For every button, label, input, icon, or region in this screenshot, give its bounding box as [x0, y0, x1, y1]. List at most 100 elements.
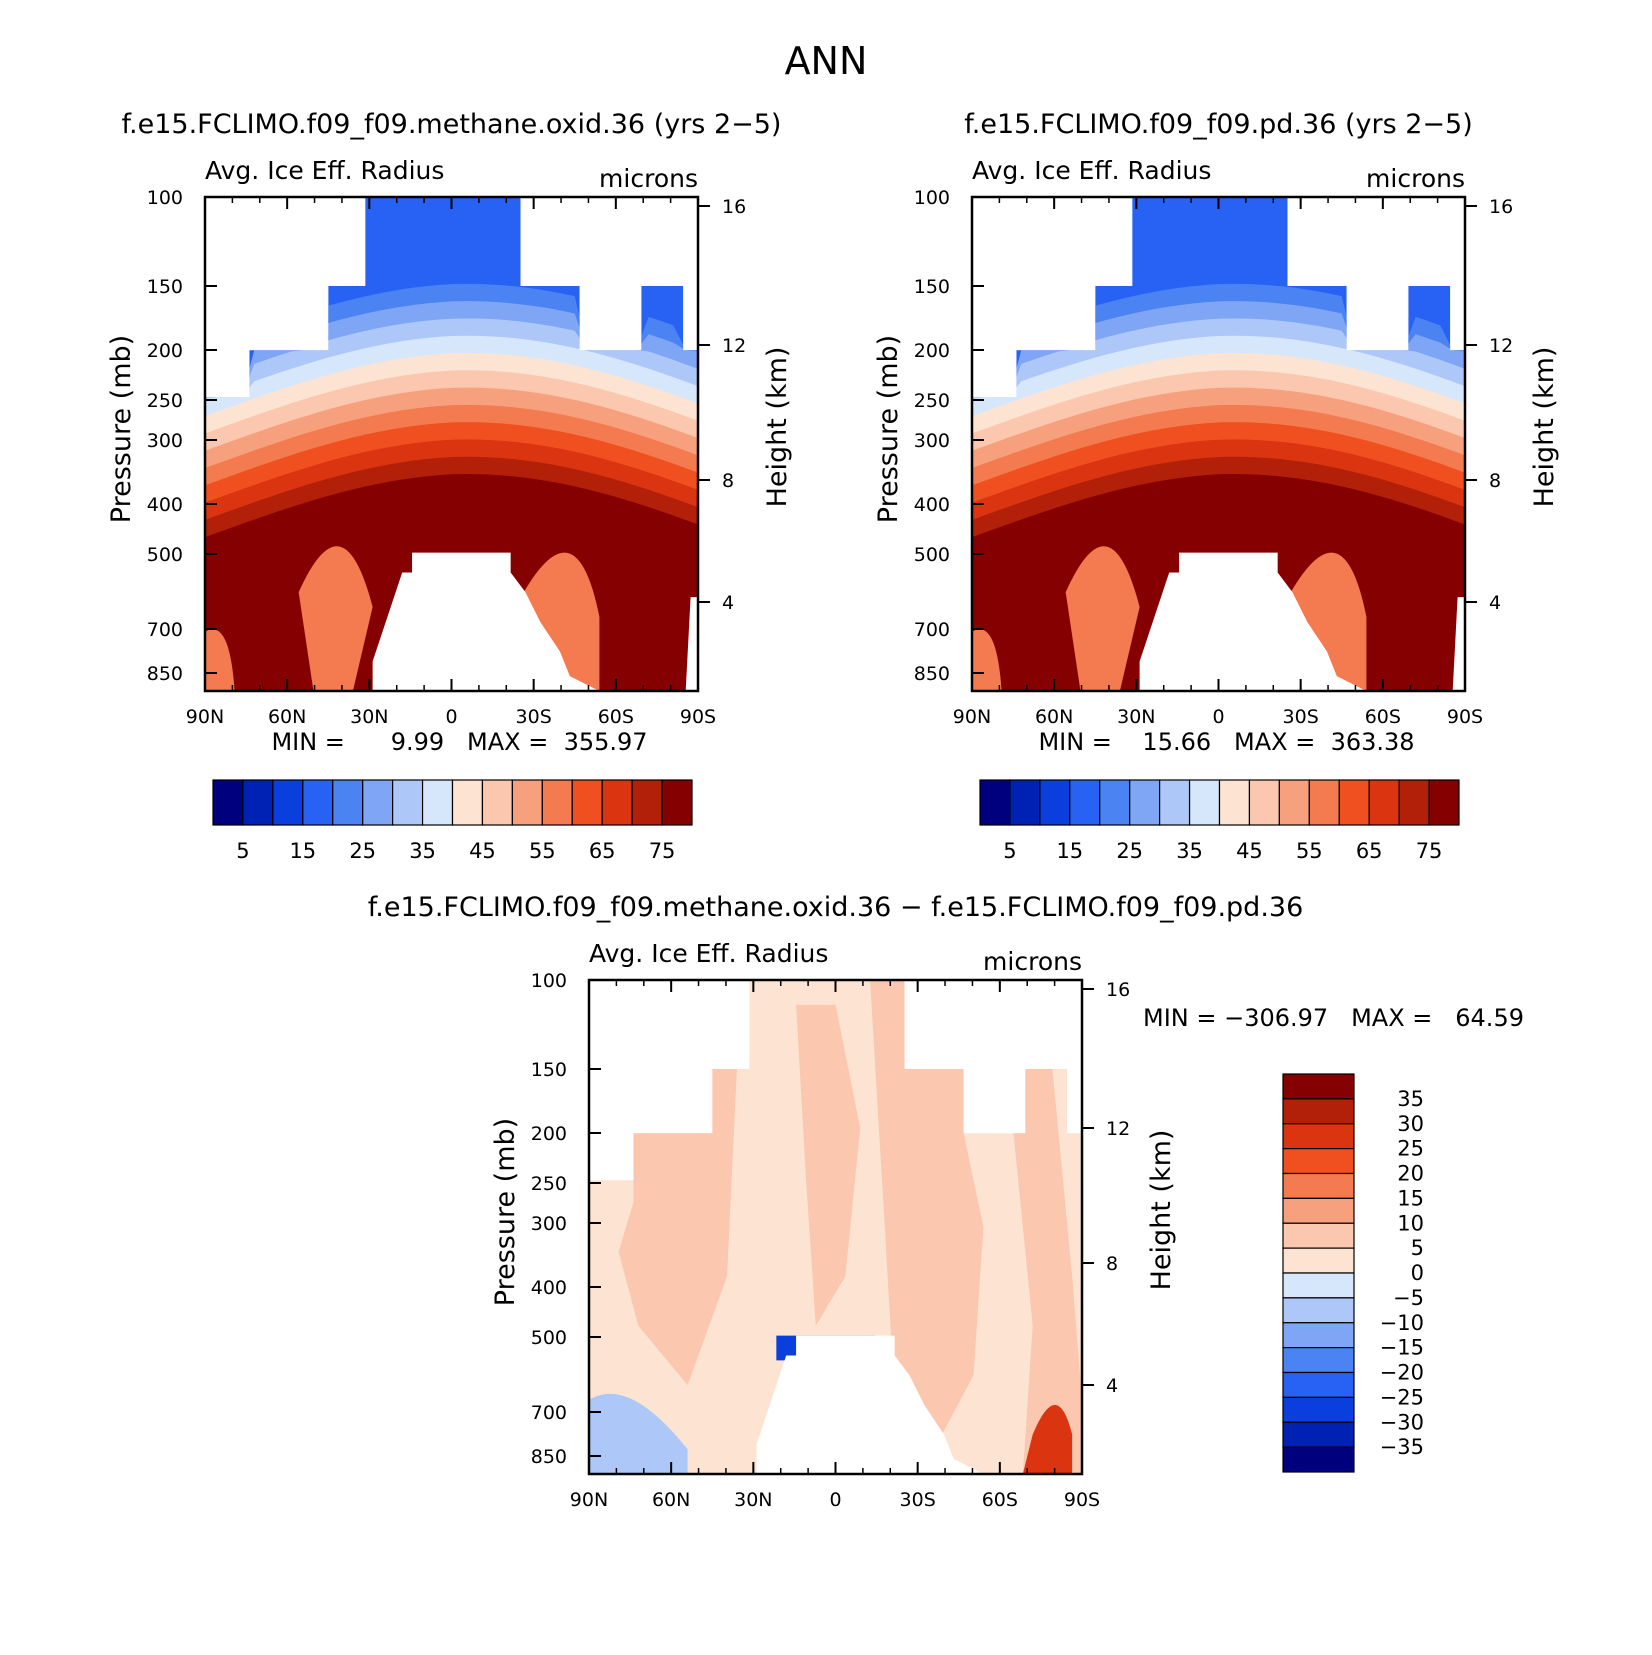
colorbar-swatch: [332, 779, 364, 826]
contour-field: [972, 197, 1465, 691]
colorbar-swatch: [1308, 779, 1340, 826]
y-right-tick-label: 12: [1106, 1118, 1130, 1140]
field-band: [589, 1393, 688, 1474]
colorbar-label: −35: [1380, 1435, 1424, 1459]
y-right-tick-label: 4: [722, 592, 734, 614]
colorbar-label: 65: [589, 839, 616, 863]
x-tick-label: 60S: [1365, 706, 1401, 728]
chart-title: f.e15.FCLIMO.f09_f09.methane.oxid.36 − f…: [368, 892, 1304, 923]
colorbar-label: −10: [1380, 1311, 1424, 1335]
y-tick-label: 100: [147, 187, 183, 209]
colorbar-label: −30: [1380, 1410, 1424, 1434]
y-tick-label: 850: [147, 663, 183, 685]
colorbar-swatch: [1282, 1371, 1355, 1398]
colorbar-swatch: [421, 779, 454, 826]
min-max-label: MIN = 15.66 MAX = 363.38: [1038, 728, 1414, 756]
chart-units: microns: [599, 164, 698, 193]
y-tick-label: 300: [531, 1213, 567, 1235]
missing-region: [972, 197, 1465, 398]
y-right-tick-label: 16: [1489, 196, 1513, 218]
colorbar-swatch: [1368, 779, 1400, 826]
y-tick-label: 500: [147, 544, 183, 566]
colorbar-swatch: [1282, 1421, 1355, 1448]
colorbar-swatch: [1099, 779, 1131, 826]
x-tick-label: 30N: [1117, 706, 1155, 728]
y-tick-label: 500: [531, 1327, 567, 1349]
y-right-tick-label: 4: [1106, 1375, 1118, 1397]
colorbar-label: 15: [289, 839, 316, 863]
colorbar-label: −25: [1380, 1385, 1424, 1409]
y-tick-label: 200: [147, 340, 183, 362]
page-title: ANN: [785, 39, 868, 83]
colorbar: 5 15 25 35 45 55 65 75: [212, 779, 693, 863]
chart-title: f.e15.FCLIMO.f09_f09.pd.36 (yrs 2−5): [964, 109, 1472, 140]
colorbar-swatch: [1159, 779, 1191, 826]
colorbar-swatch: [631, 779, 663, 826]
colorbar-swatch: [362, 779, 394, 826]
y-tick-label: 150: [531, 1059, 567, 1081]
y-right-tick-label: 4: [1489, 592, 1501, 614]
colorbar-label: 25: [1116, 839, 1143, 863]
colorbar-label: 0: [1411, 1261, 1424, 1285]
colorbar-label: 55: [1296, 839, 1323, 863]
colorbar-swatch: [1282, 1073, 1355, 1100]
colorbar-swatch: [979, 779, 1011, 826]
colorbar-swatch: [601, 779, 633, 826]
colorbar-swatch: [571, 779, 603, 826]
y-tick-label: 400: [531, 1277, 567, 1299]
colorbar-label: 55: [529, 839, 556, 863]
colorbar-swatch: [1338, 779, 1370, 826]
colorbar-swatch: [1282, 1098, 1355, 1125]
chart-subtitle-left: Avg. Ice Eff. Radius: [589, 939, 828, 968]
x-tick-label: 0: [1212, 706, 1224, 728]
colorbar-label: 15: [1397, 1186, 1424, 1210]
colorbar-swatch: [272, 779, 304, 826]
y-tick-label: 700: [531, 1402, 567, 1424]
x-tick-label: 90N: [570, 1489, 608, 1511]
y-tick-label: 850: [531, 1446, 567, 1468]
y-tick-label: 700: [147, 619, 183, 641]
y-tick-label: 300: [147, 430, 183, 452]
chart-title: f.e15.FCLIMO.f09_f09.methane.oxid.36 (yr…: [122, 109, 782, 140]
y-tick-label: 300: [914, 430, 950, 452]
missing-region: [1452, 597, 1465, 691]
y-tick-label: 150: [147, 276, 183, 298]
colorbar-label: 5: [1411, 1236, 1424, 1260]
colorbar-swatch: [302, 779, 334, 826]
field-band: [298, 546, 373, 691]
y-tick-label: 400: [147, 494, 183, 516]
x-tick-label: 90N: [186, 706, 224, 728]
colorbar-swatch: [1282, 1222, 1355, 1249]
colorbar-swatch: [511, 779, 543, 826]
colorbar-swatch: [212, 779, 244, 826]
y-tick-label: 200: [531, 1123, 567, 1145]
chart-units: microns: [983, 947, 1082, 976]
field-band: [205, 629, 235, 691]
colorbar-label: 65: [1356, 839, 1383, 863]
x-tick-label: 30N: [734, 1489, 772, 1511]
min-max-label: MIN = 9.99 MAX = 355.97: [271, 728, 647, 756]
x-tick-label: 30N: [350, 706, 388, 728]
colorbar-label: 15: [1056, 839, 1083, 863]
chart-subtitle-left: Avg. Ice Eff. Radius: [972, 156, 1211, 185]
y-right-axis-label: Height (km): [1146, 1130, 1177, 1291]
colorbar-swatch: [1398, 779, 1430, 826]
x-tick-label: 60N: [1035, 706, 1073, 728]
field-band: [618, 1068, 737, 1386]
y-tick-label: 100: [914, 187, 950, 209]
y-tick-label: 500: [914, 544, 950, 566]
colorbar-swatch: [1282, 1148, 1355, 1175]
chart-panel-2: f.e15.FCLIMO.f09_f09.pd.36 (yrs 2−5) Avg.…: [873, 109, 1560, 863]
colorbar-swatch: [1282, 1446, 1355, 1473]
colorbar-swatch: [1282, 1247, 1355, 1274]
y-right-tick-label: 12: [722, 335, 746, 357]
missing-region: [1139, 552, 1367, 691]
x-tick-label: 0: [829, 1489, 841, 1511]
colorbar-swatch: [661, 779, 693, 826]
colorbar-swatch: [541, 779, 573, 826]
y-tick-label: 400: [914, 494, 950, 516]
y-right-axis-label: Height (km): [1529, 347, 1560, 508]
field-band: [796, 1004, 861, 1326]
missing-region: [372, 552, 600, 691]
